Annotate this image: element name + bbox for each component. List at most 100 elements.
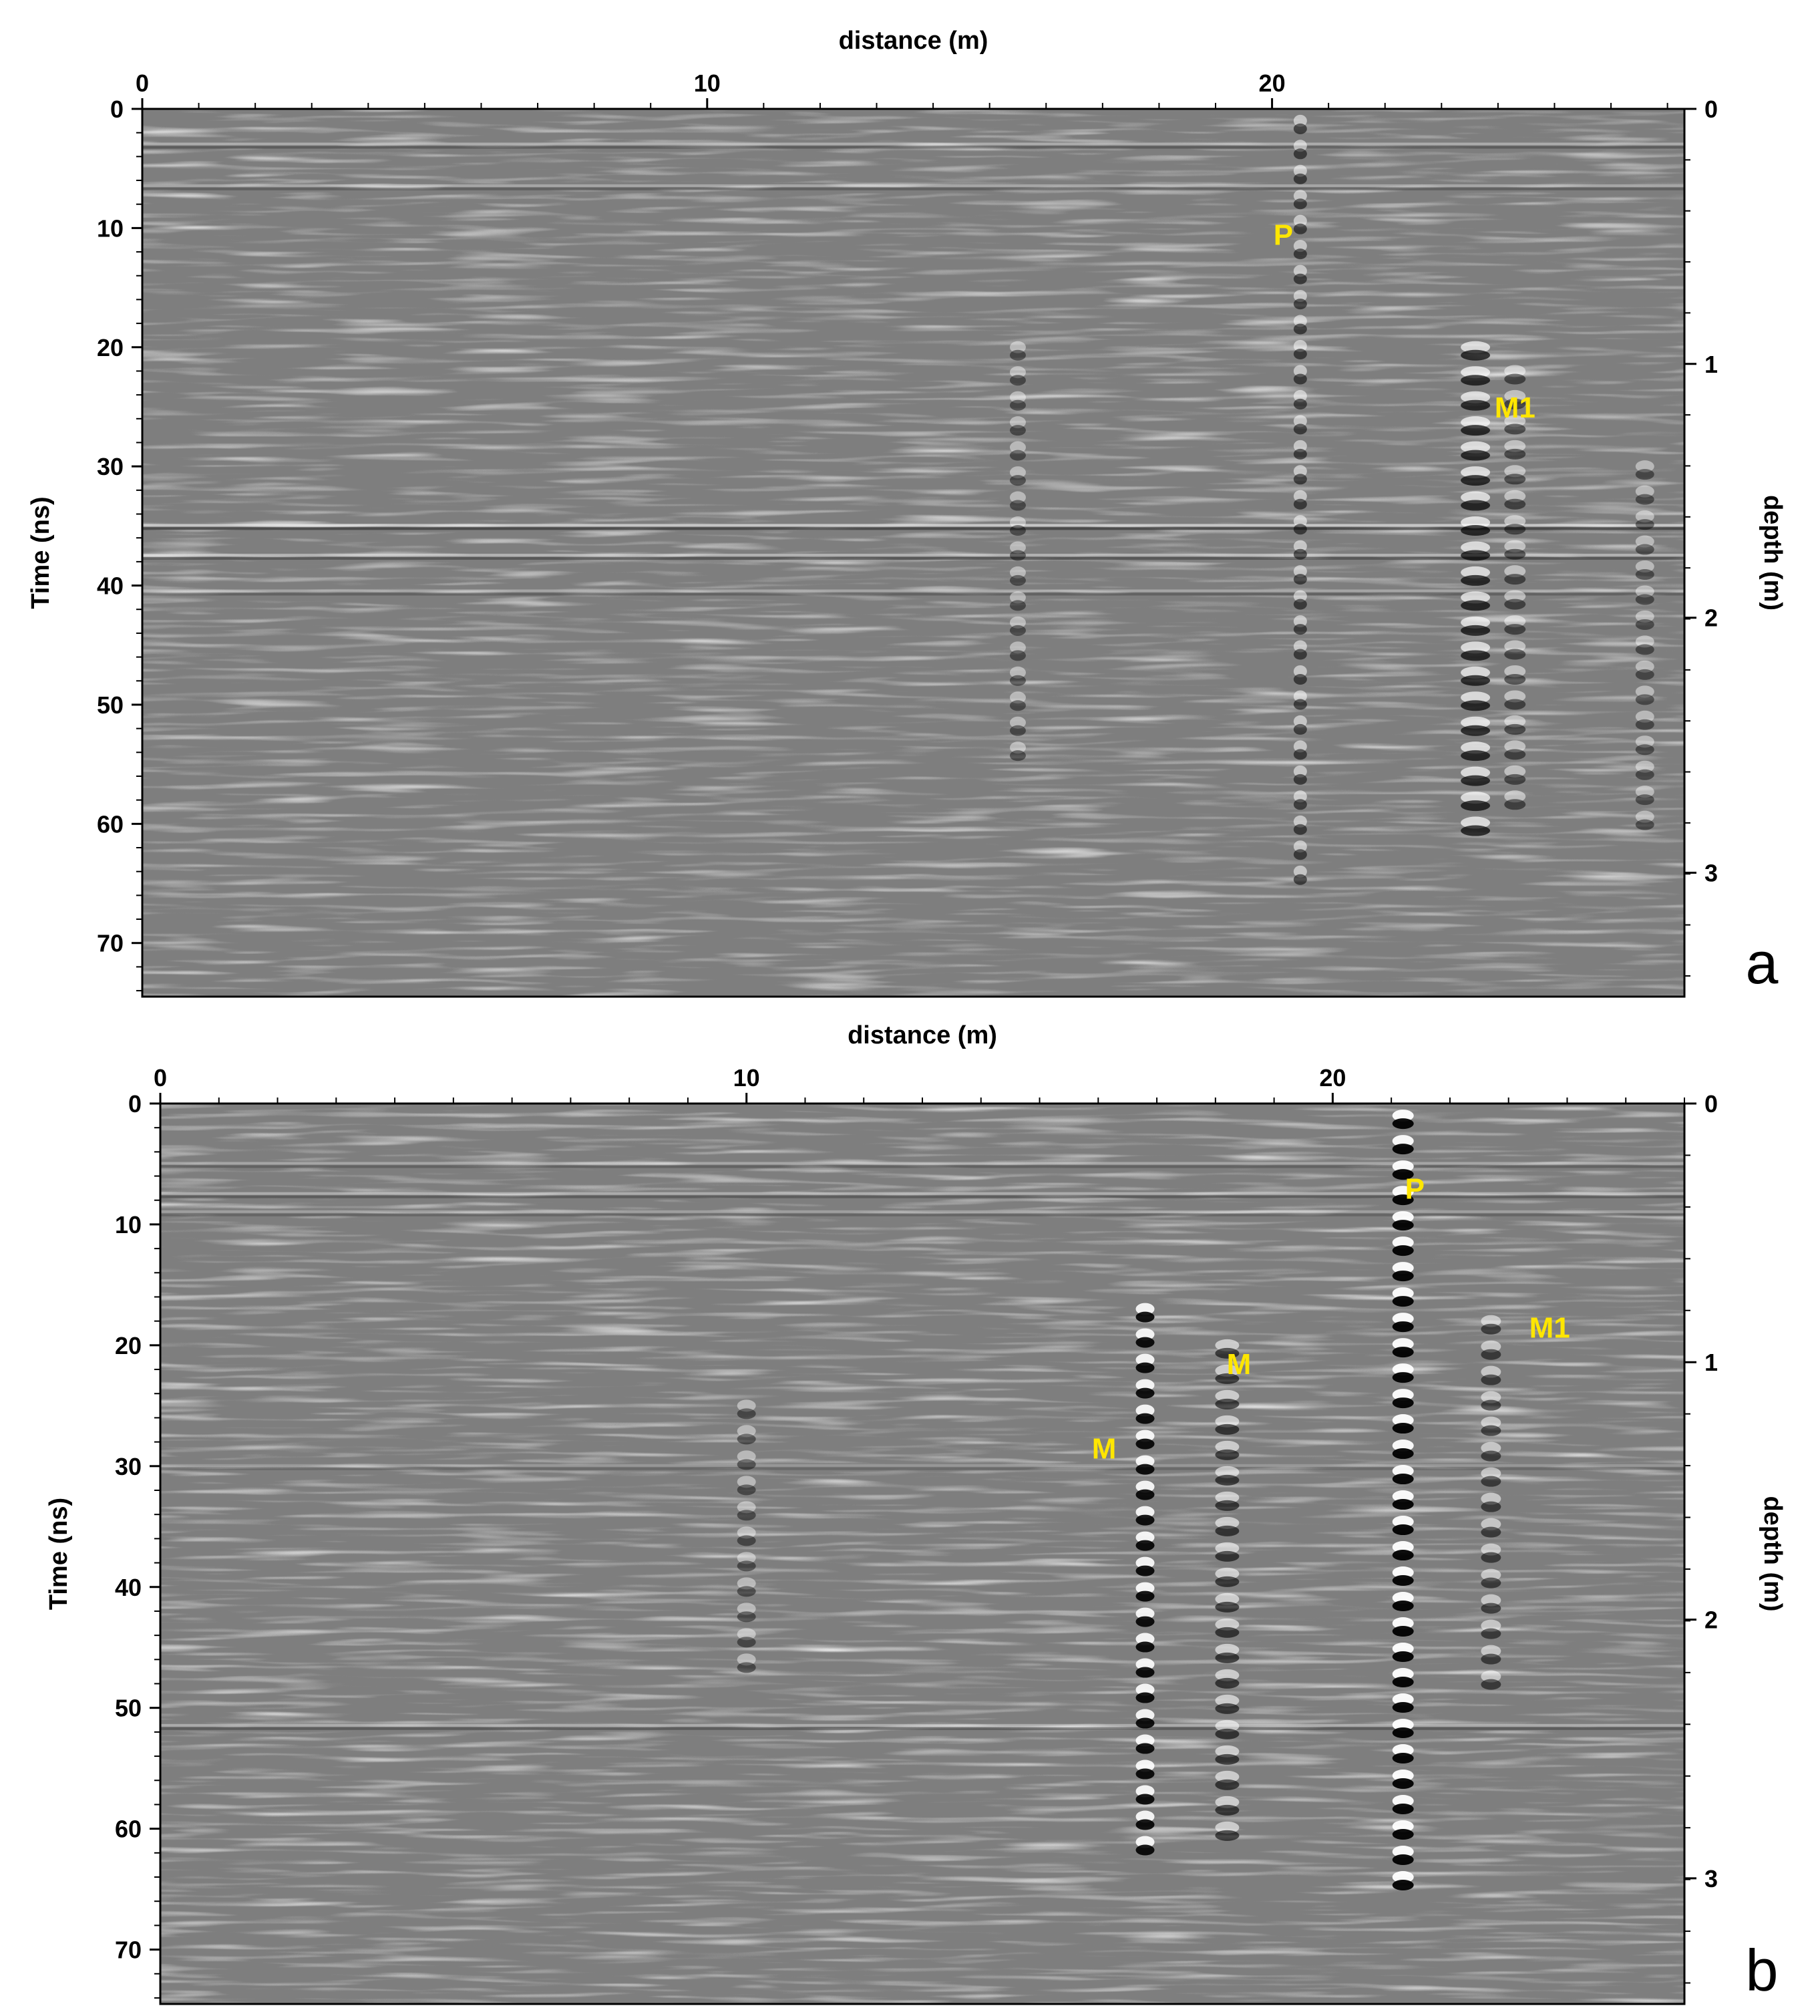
anomaly-p [1293,574,1307,585]
anomaly-m1 [1481,1391,1501,1403]
anomaly-m [1135,1387,1155,1399]
anomaly-m [1135,1565,1155,1576]
anomaly-m [1135,1337,1155,1348]
anomaly-m1 [1461,500,1491,511]
anomaly-p [1293,599,1307,610]
anomaly-m1 [1481,1552,1501,1563]
anomaly-m1 [1461,616,1491,629]
anomaly-m1 [1461,666,1491,679]
anomaly-p [1392,1338,1414,1351]
anomaly-m1 [1504,448,1526,460]
anomaly-column [1009,375,1026,386]
anomaly-p [1293,299,1307,310]
anomaly-column [1009,566,1026,578]
anomaly-m [1215,1500,1240,1511]
anomaly-m1 [1461,491,1491,504]
reflector-band [160,1195,1684,1198]
anomaly-m1 [1504,799,1526,810]
anomaly-m [1135,1464,1155,1475]
anomaly-m1 [1461,566,1491,578]
anomaly-m [1215,1466,1240,1478]
anomaly-m [1135,1404,1155,1417]
reflector-band [160,1213,1684,1216]
anomaly-m [1135,1743,1155,1754]
anomaly-column [1635,560,1654,573]
annotation-label: M [1227,1348,1252,1381]
anomaly-m [1135,1607,1155,1620]
anomaly-p [1392,1753,1414,1764]
anomaly-p [1392,1490,1414,1503]
anomaly-column [1009,625,1026,636]
anomaly-column [1009,666,1026,679]
anomaly-p [1392,1516,1414,1528]
anomaly-p [1293,849,1307,860]
anomaly-m1 [1461,366,1491,379]
annotation-label: P [1274,218,1293,251]
anomaly-column [1009,574,1026,586]
reflector-band [142,589,1684,593]
anomaly-column [737,1586,756,1597]
time-axis: 0 10 20 30 40 50 60 70 [115,1090,160,1999]
anomaly-m1 [1504,440,1526,452]
anomaly-p [1392,1169,1414,1180]
anomaly-p [1293,440,1307,452]
anomaly-m1 [1504,548,1526,560]
anomaly-m [1215,1703,1240,1714]
anomaly-p [1293,123,1307,134]
depth-axis-title: depth (m) [1759,495,1787,611]
anomaly-column [1009,341,1026,353]
anomaly-p [1392,1186,1414,1198]
anomaly-m [1215,1398,1240,1409]
anomaly-column [1635,485,1654,498]
anomaly-m [1215,1677,1240,1689]
anomaly-m1 [1504,774,1526,785]
anomaly-p [1293,865,1307,878]
anomaly-m [1215,1592,1240,1605]
anomaly-m1 [1461,700,1491,711]
anomaly-p [1293,214,1307,227]
anomaly-column [737,1484,756,1496]
anomaly-m1 [1481,1374,1501,1385]
annotation-label: M1 [1529,1312,1570,1345]
anomaly-column [1009,399,1026,411]
anomaly-m [1135,1836,1155,1848]
anomaly-p [1293,665,1307,677]
anomaly-p [1293,790,1307,803]
anomaly-m1 [1481,1476,1501,1487]
anomaly-column [1635,760,1654,773]
reflector-band [160,1210,1684,1213]
anomaly-m [1135,1633,1155,1645]
anomaly-column [1635,460,1654,473]
anomaly-m1 [1461,650,1491,661]
anomaly-m [1215,1753,1240,1765]
anomaly-column [737,1408,756,1419]
anomaly-m [1215,1373,1240,1384]
anomaly-p [1392,1321,1414,1333]
anomaly-column [1009,616,1026,629]
anomaly-p [1293,474,1307,485]
anomaly-m [1215,1567,1240,1580]
anomaly-m1 [1504,474,1526,485]
anomaly-p [1293,590,1307,603]
anomaly-p [1392,1829,1414,1840]
anomaly-p [1293,765,1307,778]
anomaly-m1 [1461,741,1491,754]
anomaly-m [1215,1694,1240,1707]
anomaly-p [1392,1313,1414,1325]
anomaly-m1 [1481,1492,1501,1505]
anomaly-column [1635,794,1654,806]
anomaly-m1 [1504,615,1526,628]
anomaly-p [1392,1643,1414,1655]
anomaly-m1 [1504,398,1526,409]
anomaly-column [1009,366,1026,379]
anomaly-m1 [1481,1340,1501,1353]
anomaly-m [1135,1734,1155,1747]
anomaly-p [1392,1617,1414,1630]
anomaly-column [737,1399,756,1412]
anomaly-p [1392,1601,1414,1612]
time-tick-label: 30 [97,453,124,480]
reflector-band [142,524,1684,527]
anomaly-m1 [1461,800,1491,812]
anomaly-m [1135,1692,1155,1703]
